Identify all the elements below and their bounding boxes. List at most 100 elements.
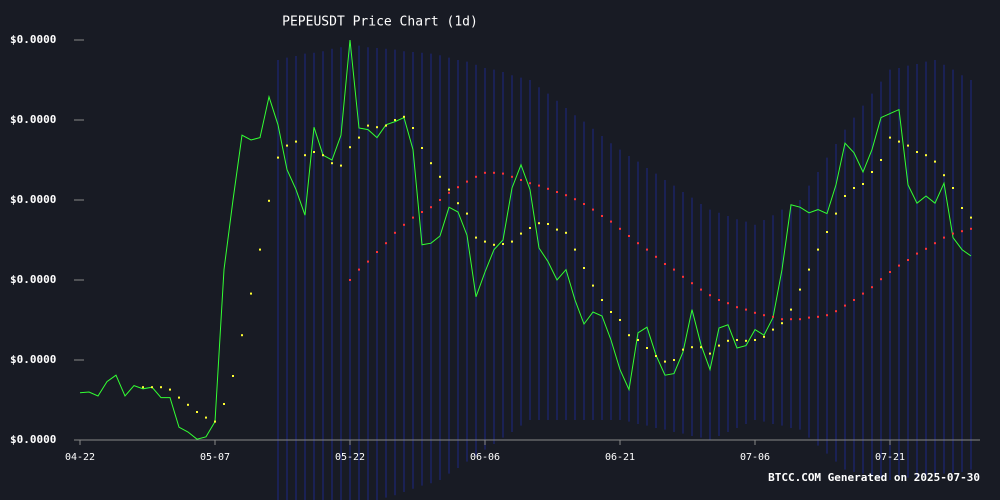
ma-dot [592,284,594,287]
ma-dot [457,202,459,205]
x-tick-label: 06-06 [470,452,500,463]
ma-dot [691,346,693,349]
y-tick-label: $0.0000 [10,113,56,126]
ma-dot [754,311,756,314]
ma-dot [565,194,567,197]
ma-dot [628,235,630,237]
ma-dot [430,162,432,165]
ma-dot [664,360,666,363]
y-tick-label: $0.0000 [10,33,56,46]
ma-dot [871,286,873,289]
ma-dot [160,386,162,389]
ma-dot [214,420,216,423]
ma-dot [763,314,765,317]
ma-dot [223,403,225,405]
x-tick-label: 06-21 [605,452,635,463]
ma-dot [754,339,756,341]
ma-dot [799,318,801,321]
ma-dot [916,151,918,153]
ma-dot [916,252,918,255]
ma-dot [943,236,945,239]
ma-dot [700,288,702,291]
ma-dot [799,288,801,291]
ma-dot [574,198,576,201]
ma-dot [637,339,639,341]
ma-dot [475,175,477,178]
ma-dot [907,259,909,261]
ma-dot [439,175,441,178]
ma-dot [709,352,711,355]
ma-dot [844,195,846,197]
ma-dot [340,164,342,167]
ma-dot [448,188,450,191]
ma-dot [646,248,648,251]
x-tick-label: 04-22 [65,452,95,463]
ma-dot [358,268,360,271]
ma-dot [628,334,630,337]
ma-dot [403,115,405,118]
ma-dot [853,299,855,301]
ma-dot [889,136,891,139]
ma-dot [538,184,540,187]
ma-dot [376,251,378,253]
y-tick-label: $0.0000 [10,353,56,366]
bollinger-bands [277,44,972,500]
x-tick-label: 07-06 [740,452,770,463]
ma-dot [394,231,396,234]
price-line [79,39,972,440]
y-tick-label: $0.0000 [10,193,56,206]
ma-dot [727,302,729,305]
ma-dot [529,227,531,229]
ma-dot [277,156,279,159]
x-tick-label: 05-22 [335,452,365,463]
ma-dot [421,211,423,213]
ma-dot [412,127,414,129]
ma-dot [826,231,828,233]
ma-dot [619,319,621,321]
ma-dot [250,292,252,295]
ma-dot [511,175,513,178]
ma-dot [655,255,657,258]
ma-dot [493,243,495,246]
ma-dot [502,243,504,245]
ma-dot [403,223,405,226]
ma-dot [358,136,360,139]
footer-annotation: BTCC.COM Generated on 2025-07-30 [768,471,980,484]
ma-dot [619,227,621,230]
ma-dot [394,119,396,121]
ma-dot [583,203,585,205]
ma-dot [196,411,198,413]
ma-dot [736,339,738,341]
ma-dot [691,282,693,285]
ma-dot [727,339,729,342]
ma-dot [745,339,747,342]
ma-dot [682,275,684,278]
ma-dot [817,248,819,251]
ma-dot [538,222,540,225]
ma-dot [511,240,513,243]
ma-dot [574,248,576,251]
ma-dot [313,151,315,153]
ma-dot [610,220,612,223]
ma-dot [529,182,531,185]
ma-dot [448,191,450,194]
ma-dot [601,299,603,301]
ma-dot [772,328,774,331]
ma-dot [763,335,765,338]
ma-dot [907,144,909,147]
ma-dot [484,240,486,243]
ma-dot [682,348,684,351]
ma-dot [439,199,441,201]
ma-dot [961,207,963,209]
y-tick-label: $0.0000 [10,433,56,446]
ma-dot [880,278,882,281]
ma-dot [943,174,945,177]
ma-dot [466,180,468,183]
ma-dot [781,322,783,325]
ma-dot [934,242,936,245]
ma-dot [322,154,324,157]
ma-dot [853,187,855,189]
ma-dot [592,208,594,211]
ma-dot [556,228,558,231]
